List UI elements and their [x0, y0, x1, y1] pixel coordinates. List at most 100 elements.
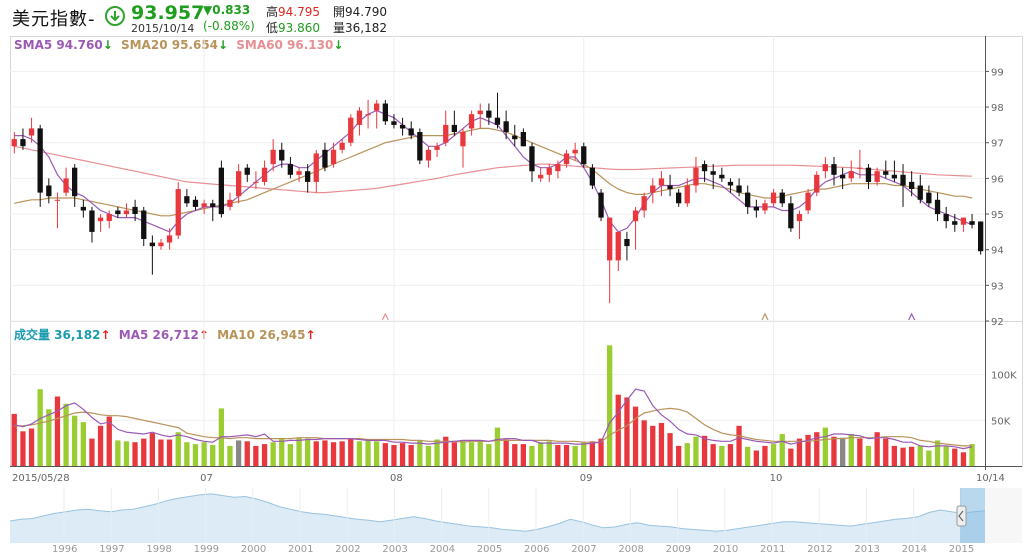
candle-body — [253, 181, 259, 183]
candle-body — [158, 242, 164, 247]
navigator-year-label: 2008 — [618, 544, 643, 555]
candle-body — [814, 174, 820, 193]
volume-bar — [952, 448, 958, 466]
date-tick-label: 10/14 — [976, 473, 1005, 484]
volume-bar — [11, 413, 17, 466]
navigator-year-label: 2002 — [335, 544, 360, 555]
sma60-down-icon: ↓ — [333, 38, 344, 52]
volume: 量36,182 — [333, 19, 387, 36]
candle-body — [468, 114, 475, 129]
volume-bar — [494, 427, 501, 466]
navigator-handle[interactable] — [956, 505, 967, 527]
candle-body — [900, 174, 906, 186]
navigator-year-label: 1998 — [146, 544, 171, 555]
candle-body — [322, 149, 328, 168]
volume-bar — [46, 409, 52, 466]
open-price: 開94.790 — [333, 3, 387, 20]
volume-bar — [745, 446, 751, 466]
candle-body — [615, 231, 621, 261]
volume-bar — [20, 431, 26, 466]
candle-body — [632, 210, 639, 222]
candle-body — [926, 192, 932, 204]
volume-bar — [80, 422, 86, 466]
sma20-line — [14, 127, 973, 217]
sma5-legend: SMA5 94.760 — [14, 38, 103, 52]
candle-body — [701, 164, 708, 172]
volume-bar — [512, 444, 518, 466]
candle-body — [607, 217, 613, 261]
candle-body — [374, 103, 380, 111]
candle-body — [546, 167, 552, 175]
candle-body — [296, 171, 302, 175]
volume-bar — [529, 445, 535, 466]
candle-body — [417, 132, 423, 161]
candle-body — [184, 196, 190, 204]
volume-bar — [356, 441, 363, 466]
signal-marker — [908, 312, 916, 321]
volume-bar — [305, 438, 311, 466]
volume-bar — [762, 445, 768, 466]
volume-bar — [374, 441, 380, 466]
price-tick-label: 95 — [991, 210, 1004, 221]
navigator-right-pad — [985, 488, 1022, 543]
candle-body — [770, 192, 777, 204]
volume-bar — [796, 438, 803, 466]
candle-body — [779, 192, 785, 204]
candle-body — [943, 214, 949, 222]
volume-bar — [650, 425, 656, 466]
volume-ma10-legend: MA10 26,945 — [217, 328, 306, 342]
candle-body — [538, 174, 544, 179]
volume-bar — [382, 443, 388, 466]
volume-bar — [443, 436, 449, 466]
candle-body — [598, 192, 604, 218]
volume-bar — [123, 441, 130, 466]
candle-body — [874, 171, 880, 182]
volume-ma5-legend: MA5 26,712 — [118, 328, 199, 342]
candle-body — [934, 199, 941, 215]
volume-bar — [520, 444, 526, 466]
volume-bar — [313, 441, 319, 466]
candle-body — [149, 242, 155, 247]
volume-bar — [719, 445, 725, 466]
volume-bar — [857, 438, 863, 466]
navigator-year-label: 2013 — [854, 544, 879, 555]
volume-bar — [63, 403, 69, 466]
volume-bar — [72, 415, 78, 466]
volume-bar — [270, 442, 276, 466]
candle-body — [952, 221, 958, 225]
volume-bar — [54, 396, 61, 466]
volume-bar — [684, 443, 690, 466]
navigator-line — [9, 493, 986, 532]
volume-label: 量 — [333, 21, 346, 35]
candle-body — [89, 210, 95, 232]
volume-bar — [434, 439, 440, 466]
candle-body — [244, 167, 250, 175]
volume-bar — [710, 444, 716, 466]
candle-body — [287, 164, 293, 175]
sma5-line — [14, 109, 973, 233]
candle-body — [399, 124, 406, 129]
candle-body — [80, 206, 86, 211]
candle-body — [54, 199, 61, 201]
volume-bar — [917, 445, 923, 466]
navigator-year-label: 2014 — [902, 544, 927, 555]
candle-body — [719, 174, 725, 179]
sma20-down-icon: ↓ — [218, 38, 229, 52]
candle-body — [503, 121, 509, 132]
high-price: 高94.795 — [266, 3, 320, 20]
volume-bar — [909, 446, 915, 466]
volume-bar — [736, 425, 742, 466]
price-tick-label: 92 — [991, 317, 1004, 328]
volume-bar — [115, 440, 121, 466]
candle-body — [676, 192, 682, 204]
navigator-year-label: 1997 — [99, 544, 124, 555]
volume-bar — [831, 436, 837, 466]
candle-body — [891, 174, 897, 179]
candle-body — [667, 185, 673, 190]
volume-bar — [451, 442, 457, 466]
volume-bar — [28, 428, 35, 466]
candle-body — [279, 149, 285, 161]
open-label: 開 — [333, 5, 346, 19]
volume-bar — [89, 438, 95, 466]
